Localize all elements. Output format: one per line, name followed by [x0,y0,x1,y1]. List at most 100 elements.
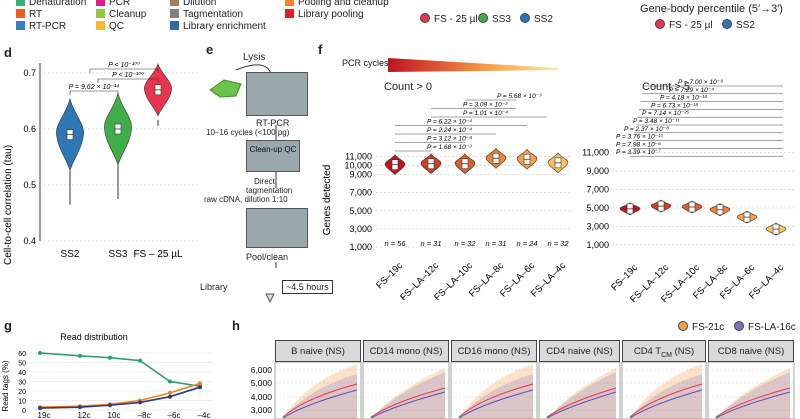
color-swatch [16,21,25,30]
color-swatch [170,21,179,30]
n-label: n = 31 [420,239,441,248]
y-tick-label: 0.7 [23,68,36,78]
y-tick-label: 4,000 [251,392,273,402]
panel-letter-e: e [206,42,214,57]
panel-letter-h: h [232,318,240,333]
facet-panel [450,362,538,419]
p-value-label: P = 2.24 × 10⁻⁴ [427,127,472,134]
y-tick-label: 11,000 [582,148,609,158]
color-swatch [170,9,179,18]
ribbon-orange [371,368,445,419]
y-tick-label: 3,000 [586,221,609,231]
y-tick-label: 60 [18,351,26,358]
legend-dilution: Dilution [170,0,216,9]
series-green [39,352,201,388]
rtpcr-detail: 10–16 cycles (<100 pg) [206,128,290,137]
panel-g-chart: Read distribution Read tags (%) 60 50 40 30… [1,332,212,419]
y-tick-label: 9,000 [586,166,609,176]
color-dot [655,19,665,29]
facet-panel [274,362,362,419]
n-label: n = 32 [454,239,476,248]
color-dot [520,13,530,23]
p-value-label: P = 3.48 × 10⁻¹¹ [633,118,680,125]
y-tick-label: 50 [18,361,26,368]
legend-pooling-cleanup: Pooling and cleanup [285,0,389,9]
legend-denaturation: Denaturation [16,0,86,9]
line-fs21c [370,387,446,418]
legend-tagmentation: Tagmentation [170,9,243,21]
line-fsla16c [715,391,791,419]
h-legend-fs21c: FS-21c [678,321,724,334]
count5-title: Count > 5 [642,81,691,93]
plate-tagmentation [246,208,308,248]
series-navy-point [168,394,172,399]
line-fs21c [629,383,703,418]
p-value-label: P = 6.73 × 10⁻¹⁸ [651,102,698,109]
y-tick-label: 5,000 [349,206,372,216]
panel-d-chart: Cell-to-cell correlation (tau) 0.7 0.6 0.5… [3,61,200,265]
y-tick-label: 10,000 [344,161,372,171]
workflow-arrows [209,64,277,304]
strip-cd4-tcm: CD4 TCM (NS) [622,340,706,362]
y-tick-label: 0.4 [23,236,36,246]
series-green-point [38,351,42,355]
y-tick-label: 3,000 [251,405,273,415]
n-label: n = 32 [547,239,569,248]
p-value-label: P = 7.29 × 10⁻⁴ [669,87,714,94]
color-swatch [96,9,105,18]
y-tick-label: 5,000 [251,378,273,388]
y-tick-label: 0 [22,408,26,415]
color-dot [478,13,488,23]
series-green-point [78,353,82,358]
legend-method-ss3: SS3 [478,13,511,26]
y-tick-label: 1,000 [586,240,609,250]
y-tick-label: 7,000 [349,188,372,198]
line-fs21c [458,383,534,418]
y-tick-label: 40 [18,370,26,377]
time-label: ~4.5 hours [282,280,333,294]
y-tick-label: 0.5 [23,180,36,190]
p-value-label: P = 1.68 × 10⁻³ [427,144,472,151]
x-tick-label: 12c [78,411,91,419]
p-value-label: P = 7.00 × 10⁻⁹ [678,79,723,86]
color-swatch [16,0,25,6]
n-label: n = 56 [384,239,406,248]
color-dot [734,321,744,331]
tagmentation-label: tagmentation [246,186,293,195]
plate-lysis [246,72,308,116]
series-orange [39,382,201,408]
bracket [97,78,159,83]
series-navy-point [108,403,112,408]
series-navy-point [38,406,42,411]
pcr-cycles-label: PCR cycles [342,58,389,68]
series-orange-point [198,381,202,386]
lysis-label: Lysis [243,52,266,63]
y-tick-label: 7,000 [586,184,609,194]
p-value-label: P = 2.37 × 10⁻⁸ [624,126,669,133]
ribbon-orange [547,368,616,419]
series-navy [39,386,201,409]
n-label: n = 24 [516,239,537,248]
panel-letter-g: g [4,318,12,333]
color-dot [420,13,430,23]
raw-label: raw cDNA, dilution 1:10 [204,195,288,204]
line-fs21c [282,383,358,418]
y-tick-label: 1,000 [349,242,372,252]
line-fs21c [715,387,791,418]
series-navy-point [138,400,142,405]
p-value-label: P = 3.12 × 10⁻⁸ [427,136,472,143]
color-swatch [16,9,25,18]
x-tick-label: FS–19c [609,262,640,293]
arrow [235,64,272,75]
line-fs21c [546,387,617,418]
line-fsla16c [282,389,358,419]
gene-body-ss2: SS2 [722,19,755,32]
color-swatch [96,0,105,6]
color-dot [678,321,688,331]
p-value-label: P = 1.01 × 10⁻⁴ [463,110,508,117]
strip-cd8-naive: CD8 naive (NS) [708,340,794,362]
panel-g-ylabel: Read tags (%) [1,360,10,411]
strip-b-naive: B naive (NS) [275,340,361,362]
bracket [89,68,159,73]
